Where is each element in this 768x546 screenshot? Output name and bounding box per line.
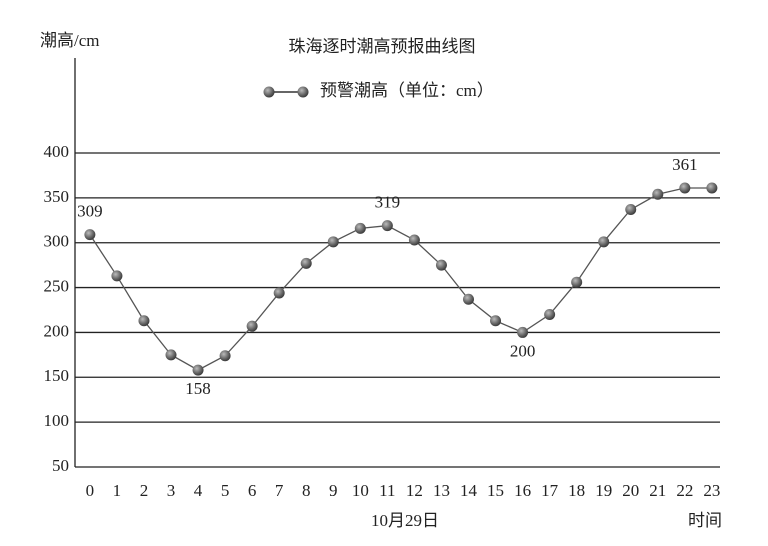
x-tick-label: 18: [568, 481, 585, 500]
data-point: [408, 234, 420, 246]
x-tick-label: 0: [86, 481, 95, 500]
y-tick-label: 300: [44, 232, 70, 251]
x-tick-label: 7: [275, 481, 284, 500]
data-point: [381, 220, 393, 232]
data-point: [517, 326, 529, 338]
data-label: 200: [510, 341, 536, 360]
data-point: [625, 204, 637, 216]
data-point: [165, 349, 177, 361]
x-tick-label: 23: [703, 481, 720, 500]
x-tick-label: 8: [302, 481, 311, 500]
legend-marker: [263, 86, 275, 98]
data-point: [354, 222, 366, 234]
x-tick-label: 21: [649, 481, 666, 500]
y-tick-label: 200: [44, 321, 70, 340]
data-point: [327, 236, 339, 248]
data-point: [544, 308, 556, 320]
data-point: [679, 182, 691, 194]
y-tick-label: 400: [44, 142, 70, 161]
x-tick-label: 9: [329, 481, 338, 500]
x-tick-label: 14: [460, 481, 478, 500]
y-tick-label: 350: [44, 187, 70, 206]
y-tick-label: 150: [44, 366, 70, 385]
data-point: [490, 315, 502, 327]
chart-title: 珠海逐时潮高预报曲线图: [289, 37, 476, 56]
data-point: [246, 320, 258, 332]
data-point: [192, 364, 204, 376]
data-point: [219, 350, 231, 362]
x-tick-label: 11: [379, 481, 395, 500]
y-tick-label: 50: [52, 456, 69, 475]
x-tick-label: 5: [221, 481, 230, 500]
data-point: [706, 182, 718, 194]
x-tick-label: 19: [595, 481, 612, 500]
y-axis-label: 潮高/cm: [40, 31, 100, 50]
x-axis-label: 时间: [688, 511, 722, 530]
x-tick-label: 12: [406, 481, 423, 500]
data-point: [435, 259, 447, 271]
y-tick-label: 100: [44, 411, 70, 430]
x-tick-label: 10: [352, 481, 369, 500]
x-tick-label: 15: [487, 481, 504, 500]
data-label: 361: [672, 155, 698, 174]
x-tick-label: 6: [248, 481, 257, 500]
x-tick-label: 22: [676, 481, 693, 500]
x-tick-label: 4: [194, 481, 203, 500]
data-point: [111, 270, 123, 282]
x-tick-label: 16: [514, 481, 531, 500]
data-label: 158: [185, 379, 211, 398]
data-point: [462, 293, 474, 305]
data-point: [84, 229, 96, 241]
x-tick-label: 2: [140, 481, 149, 500]
data-point: [598, 236, 610, 248]
x-group-label: 10月29日: [371, 511, 439, 530]
x-tick-label: 20: [622, 481, 639, 500]
data-point: [652, 188, 664, 200]
data-point: [571, 276, 583, 288]
data-label: 319: [375, 193, 401, 212]
series-line: [89, 187, 712, 371]
x-tick-label: 3: [167, 481, 176, 500]
y-tick-label: 250: [44, 276, 70, 295]
data-label: 309: [77, 202, 103, 221]
data-point: [138, 315, 150, 327]
legend-marker: [297, 86, 309, 98]
x-tick-label: 17: [541, 481, 559, 500]
x-tick-label: 1: [113, 481, 122, 500]
data-point: [300, 257, 312, 269]
data-point: [273, 287, 285, 299]
legend-label: 预警潮高（单位：cm）: [320, 81, 494, 100]
x-tick-label: 13: [433, 481, 450, 500]
